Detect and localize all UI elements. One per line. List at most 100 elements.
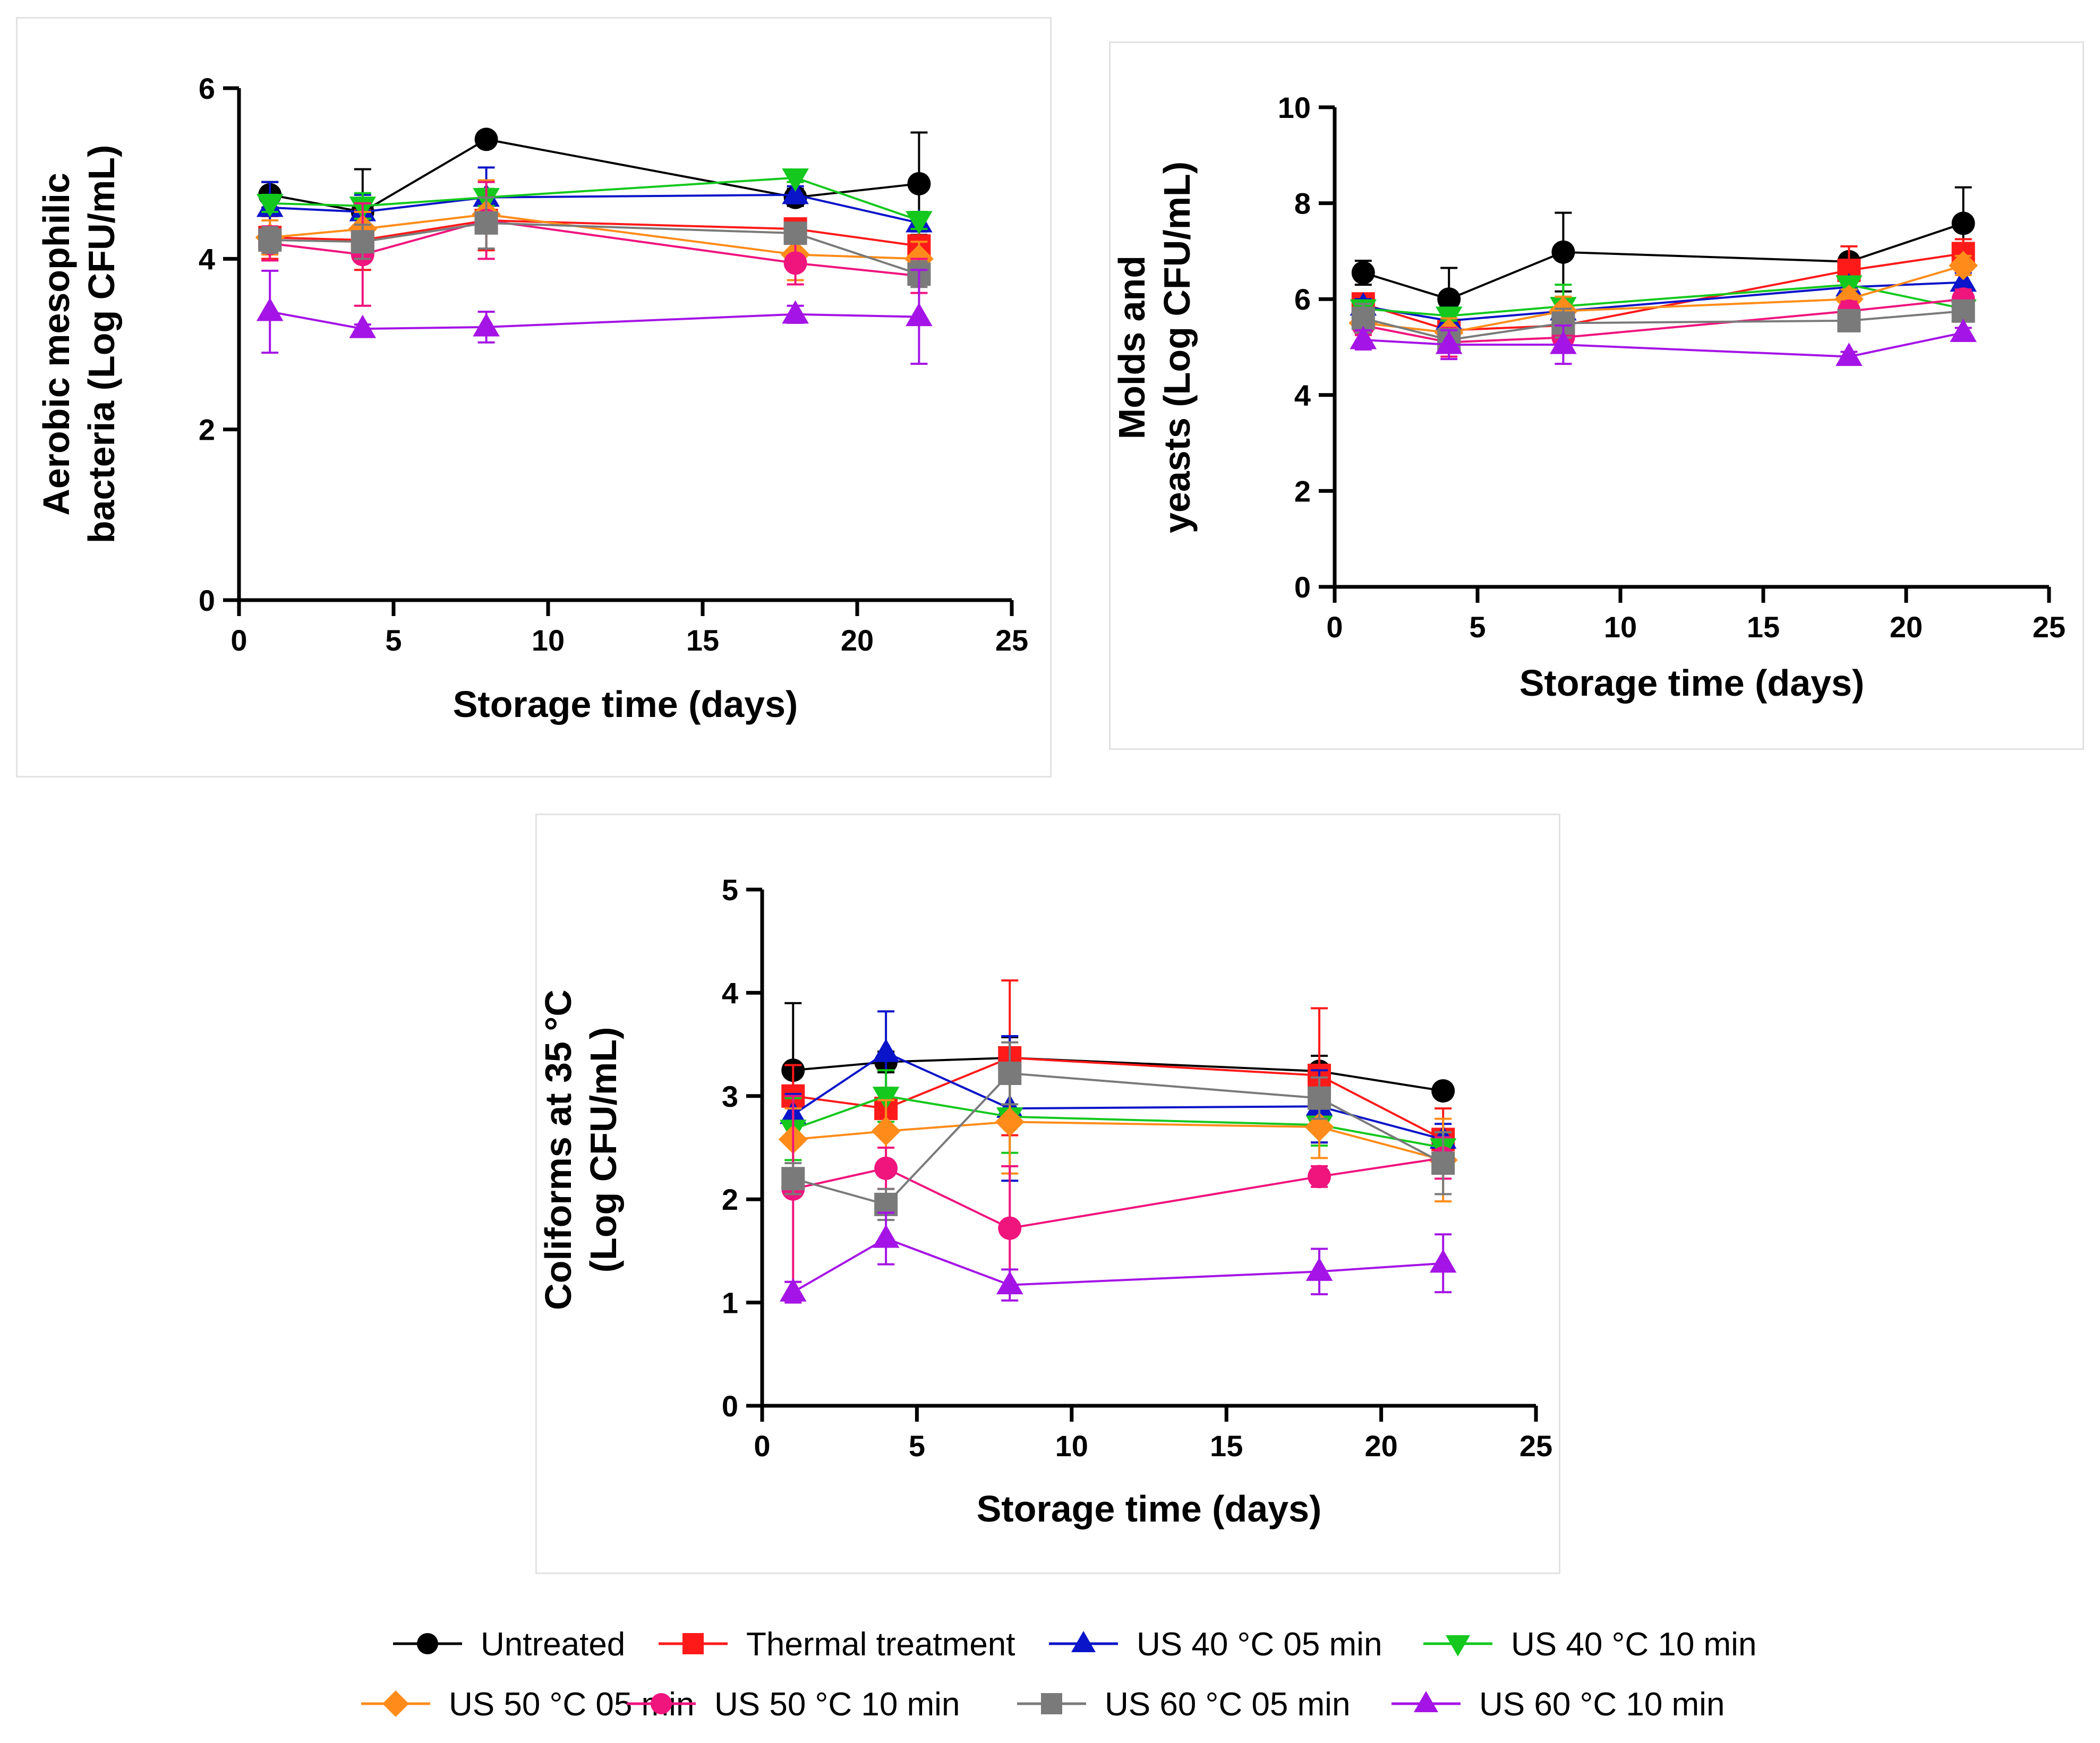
x-tick-label: 5 bbox=[1469, 610, 1486, 644]
y-tick-label: 0 bbox=[722, 1389, 738, 1423]
y-axis-title-line: Aerobic mesophilic bbox=[36, 173, 77, 516]
data-point bbox=[1308, 1086, 1331, 1110]
y-tick-label: 2 bbox=[199, 413, 215, 447]
x-tick-label: 10 bbox=[1604, 610, 1637, 644]
data-point bbox=[783, 251, 807, 275]
legend-label: Untreated bbox=[481, 1626, 625, 1663]
y-axis-title-line: Molds and bbox=[1111, 255, 1153, 439]
data-point bbox=[995, 1107, 1025, 1137]
panel-aerobic-chart bbox=[16, 17, 1052, 777]
y-tick-label: 5 bbox=[722, 873, 738, 907]
x-tick-label: 15 bbox=[1747, 610, 1780, 644]
x-tick-label: 0 bbox=[754, 1429, 770, 1463]
data-point bbox=[907, 172, 931, 195]
y-axis-title-line: bacteria (Log CFU/mL) bbox=[81, 145, 122, 544]
y-axis-title-line: yeasts (Log CFU/mL) bbox=[1156, 161, 1198, 533]
x-tick-label: 15 bbox=[1210, 1429, 1243, 1463]
y-tick-label: 6 bbox=[1294, 283, 1311, 316]
data-point bbox=[1949, 251, 1978, 280]
data-point bbox=[781, 1167, 805, 1191]
data-point bbox=[998, 1062, 1022, 1086]
legend-marker bbox=[417, 1633, 438, 1654]
chart-molds: 0 2 4 6 8 10 0 5 10 15 20 25 Storage time (days) Mold… bbox=[1111, 91, 2065, 704]
data-point bbox=[1550, 330, 1577, 354]
data-point bbox=[872, 1224, 900, 1248]
legend-label: Thermal treatment bbox=[746, 1626, 1015, 1663]
data-point bbox=[1350, 326, 1377, 349]
legend-marker bbox=[1414, 1691, 1438, 1712]
data-point bbox=[782, 300, 809, 324]
legend-marker bbox=[1041, 1693, 1062, 1714]
legend-item-us-60-c-05-min: US 60 °C 05 min bbox=[1017, 1686, 1350, 1723]
legend-label: US 40 °C 05 min bbox=[1137, 1626, 1382, 1663]
y-tick-label: 0 bbox=[199, 584, 215, 617]
y-tick-label: 8 bbox=[1294, 187, 1311, 220]
x-axis-title: Storage time (days) bbox=[1519, 662, 1865, 704]
legend-marker bbox=[651, 1693, 672, 1714]
legend: Untreated Thermal treatment US 40 °C 05 mi… bbox=[361, 1626, 1756, 1723]
y-tick-label: 2 bbox=[1294, 474, 1311, 508]
legend-marker bbox=[382, 1690, 409, 1717]
data-point bbox=[349, 314, 377, 338]
data-point bbox=[906, 211, 933, 235]
chart-aerobic: 0 2 4 6 0 5 10 15 20 25 Storage time (days) Aerobic… bbox=[36, 72, 1028, 725]
x-tick-label: 10 bbox=[1055, 1429, 1088, 1463]
legend-label: US 60 °C 10 min bbox=[1479, 1686, 1725, 1723]
legend-marker bbox=[1071, 1631, 1096, 1652]
data-point bbox=[783, 221, 807, 245]
panel-coliforms-chart bbox=[535, 814, 1560, 1574]
y-tick-label: 4 bbox=[199, 242, 215, 276]
y-tick-label: 10 bbox=[1278, 91, 1311, 124]
legend-label: US 50 °C 10 min bbox=[714, 1686, 960, 1723]
y-tick-label: 3 bbox=[722, 1080, 738, 1113]
y-tick-label: 4 bbox=[722, 976, 738, 1010]
legend-item-us-50-c-10-min: US 50 °C 10 min bbox=[627, 1686, 960, 1723]
x-tick-label: 20 bbox=[841, 623, 874, 657]
x-axis-title: Storage time (days) bbox=[977, 1488, 1322, 1530]
data-point bbox=[996, 1271, 1023, 1295]
data-point bbox=[1308, 1165, 1331, 1189]
legend-label: US 60 °C 05 min bbox=[1105, 1686, 1350, 1723]
series-us-60-c-10-min bbox=[1350, 319, 1977, 366]
data-point bbox=[473, 313, 500, 337]
data-point bbox=[1950, 319, 1977, 343]
x-tick-label: 5 bbox=[909, 1429, 925, 1463]
data-point bbox=[256, 194, 284, 218]
data-point bbox=[1836, 343, 1863, 366]
data-point bbox=[1435, 330, 1463, 354]
legend-item-thermal-treatment: Thermal treatment bbox=[659, 1626, 1015, 1663]
x-tick-label: 25 bbox=[2033, 610, 2065, 644]
data-point bbox=[872, 1087, 900, 1110]
data-point bbox=[474, 211, 498, 235]
x-tick-label: 25 bbox=[1519, 1429, 1552, 1463]
y-tick-label: 2 bbox=[722, 1183, 738, 1216]
data-point bbox=[1837, 309, 1861, 332]
data-point bbox=[1429, 1249, 1457, 1273]
panel-molds-chart bbox=[1109, 41, 2084, 750]
x-tick-label: 0 bbox=[231, 623, 247, 657]
y-tick-label: 6 bbox=[199, 72, 215, 105]
legend-marker bbox=[1446, 1635, 1470, 1656]
data-point bbox=[871, 1116, 901, 1146]
series-us-60-c-10-min bbox=[256, 269, 933, 365]
data-point bbox=[1351, 261, 1375, 285]
data-point bbox=[872, 1038, 900, 1062]
data-point bbox=[782, 168, 809, 192]
x-tick-label: 20 bbox=[1890, 610, 1923, 644]
data-point bbox=[1551, 240, 1575, 264]
data-point bbox=[1305, 1257, 1333, 1281]
legend-label: US 40 °C 10 min bbox=[1511, 1626, 1756, 1663]
data-point bbox=[998, 1216, 1022, 1240]
data-point bbox=[474, 127, 498, 151]
legend-item-us-40-c-10-min: US 40 °C 10 min bbox=[1423, 1626, 1756, 1663]
y-axis-title-line: Coliforms at 35 °C bbox=[537, 989, 579, 1310]
y-tick-label: 0 bbox=[1294, 570, 1311, 604]
x-tick-label: 25 bbox=[995, 623, 1028, 657]
series-us-60-c-10-min bbox=[779, 1211, 1457, 1304]
x-tick-label: 20 bbox=[1364, 1429, 1397, 1463]
y-axis-title-line: (Log CFU/mL) bbox=[583, 1027, 624, 1273]
y-tick-label: 1 bbox=[722, 1286, 738, 1320]
data-point bbox=[1431, 1151, 1455, 1175]
data-point bbox=[779, 1278, 807, 1302]
